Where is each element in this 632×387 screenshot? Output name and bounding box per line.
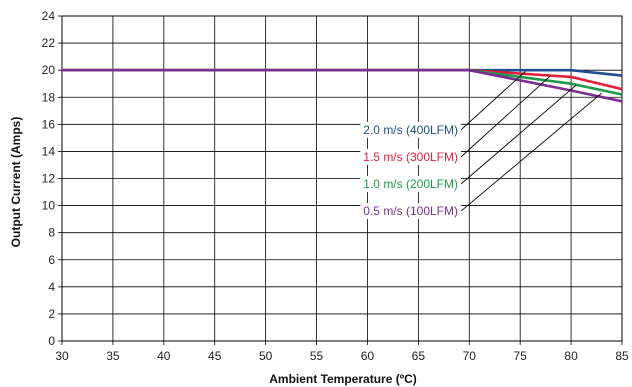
legend-leader-lines — [460, 71, 602, 212]
y-tick-label: 4 — [48, 280, 55, 294]
x-axis-label: Ambient Temperature (ºC) — [269, 372, 417, 386]
series-line — [62, 68, 623, 103]
x-tick-label: 35 — [106, 349, 120, 363]
legend-label-background — [360, 121, 461, 138]
y-tick-label: 16 — [42, 117, 56, 131]
grid — [58, 15, 623, 345]
y-tick-label: 10 — [42, 199, 56, 213]
leader-line — [460, 92, 602, 212]
x-tick-label: 50 — [259, 349, 273, 363]
legend-label-background — [360, 203, 461, 220]
y-axis-label: Output Current (Amps) — [9, 117, 23, 248]
series-lines — [62, 68, 623, 103]
y-tick-label: 24 — [42, 9, 56, 23]
x-tick-label: 55 — [310, 349, 324, 363]
tick-labels: 30 35 40 45 50 55 60 65 70 75 80 850246810121416182… — [42, 9, 629, 363]
y-tick-label: 0 — [48, 334, 55, 348]
x-tick-label: 45 — [208, 349, 222, 363]
y-tick-label: 14 — [42, 144, 56, 158]
y-tick-label: 22 — [42, 36, 56, 50]
x-tick-label: 75 — [514, 349, 528, 363]
legend-label-background — [360, 175, 461, 192]
x-tick-label: 65 — [412, 349, 426, 363]
legend-label: 1.0 m/s (200LFM) — [363, 177, 458, 191]
x-tick-label: 70 — [463, 349, 477, 363]
legend: 2.0 m/s (400LFM) 1.5 m/s (300LFM) 1.0 m/s … — [360, 121, 461, 220]
x-tick-label: 60 — [361, 349, 375, 363]
legend-label-background — [360, 148, 461, 165]
x-tick-label: 30 — [55, 349, 69, 363]
legend-label: 2.0 m/s (400LFM) — [363, 123, 458, 137]
x-tick-label: 80 — [564, 349, 578, 363]
legend-label: 1.5 m/s (300LFM) — [363, 150, 458, 164]
x-tick-label: 85 — [615, 349, 629, 363]
y-tick-label: 20 — [42, 63, 56, 77]
legend-label: 0.5 m/s (100LFM) — [363, 204, 458, 218]
y-tick-label: 2 — [48, 307, 55, 321]
y-tick-label: 8 — [48, 226, 55, 240]
leader-line — [460, 71, 526, 131]
y-tick-label: 6 — [48, 253, 55, 267]
y-tick-label: 18 — [42, 90, 56, 104]
leader-line — [460, 84, 577, 185]
y-tick-label: 12 — [42, 172, 56, 186]
x-tick-label: 40 — [157, 349, 171, 363]
leader-line — [460, 75, 552, 158]
